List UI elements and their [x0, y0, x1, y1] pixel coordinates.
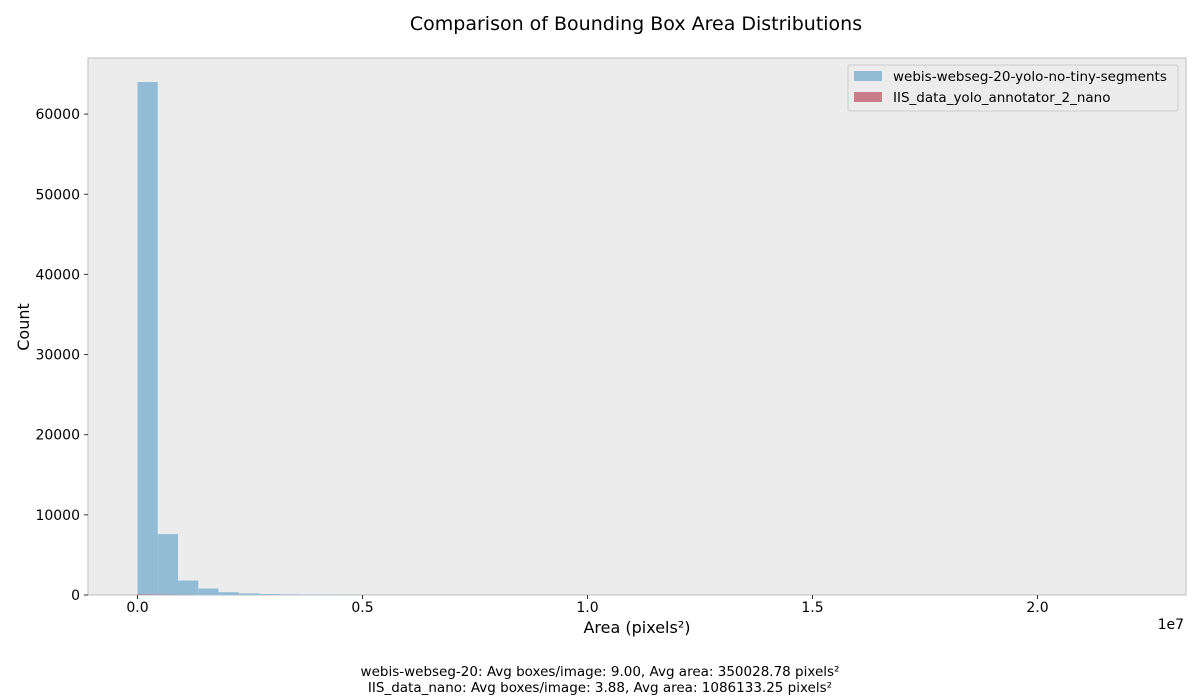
histogram-bar: [198, 588, 219, 595]
y-tick-label: 50000: [35, 187, 80, 203]
y-tick-label: 60000: [35, 107, 80, 123]
plot-area: [87, 57, 1187, 596]
summary-line-2: IIS_data_nano: Avg boxes/image: 3.88, Av…: [367, 680, 833, 696]
y-tick-label: 30000: [35, 348, 80, 364]
y-tick-label: 40000: [35, 267, 80, 283]
legend: webis-webseg-20-yolo-no-tiny-segments II…: [847, 64, 1179, 112]
x-axis-offset-text: 1e7: [1158, 617, 1184, 633]
histogram-bar: [279, 594, 300, 595]
y-tick-label: 20000: [35, 428, 80, 444]
histogram-bar: [259, 594, 280, 595]
legend-swatch-webis: [854, 71, 882, 81]
histogram-bar: [157, 534, 178, 595]
x-tick-label: 1.0: [576, 600, 598, 616]
x-tick-label: 0.5: [351, 600, 373, 616]
summary-line-1: webis-webseg-20: Avg boxes/image: 9.00, …: [360, 664, 840, 680]
y-tick-label: 10000: [35, 508, 80, 524]
histogram-bar: [238, 593, 259, 595]
legend-swatch-iis: [854, 92, 882, 102]
x-tick-label: 1.5: [801, 600, 823, 616]
y-axis-label: Count: [14, 303, 33, 351]
histogram-bar: [178, 580, 199, 595]
x-axis-label: Area (pixels²): [583, 618, 690, 637]
histogram-bar: [137, 594, 151, 595]
legend-label-webis: webis-webseg-20-yolo-no-tiny-segments: [893, 69, 1167, 85]
x-tick-label: 0.0: [126, 600, 148, 616]
histogram-bar: [137, 82, 158, 595]
histogram-bar: [218, 592, 239, 595]
legend-box: [847, 64, 1179, 112]
legend-label-iis: IIS_data_yolo_annotator_2_nano: [893, 90, 1111, 106]
x-tick-label: 2.0: [1026, 600, 1048, 616]
y-tick-label: 0: [71, 588, 80, 604]
chart-title: Comparison of Bounding Box Area Distribu…: [410, 13, 862, 35]
